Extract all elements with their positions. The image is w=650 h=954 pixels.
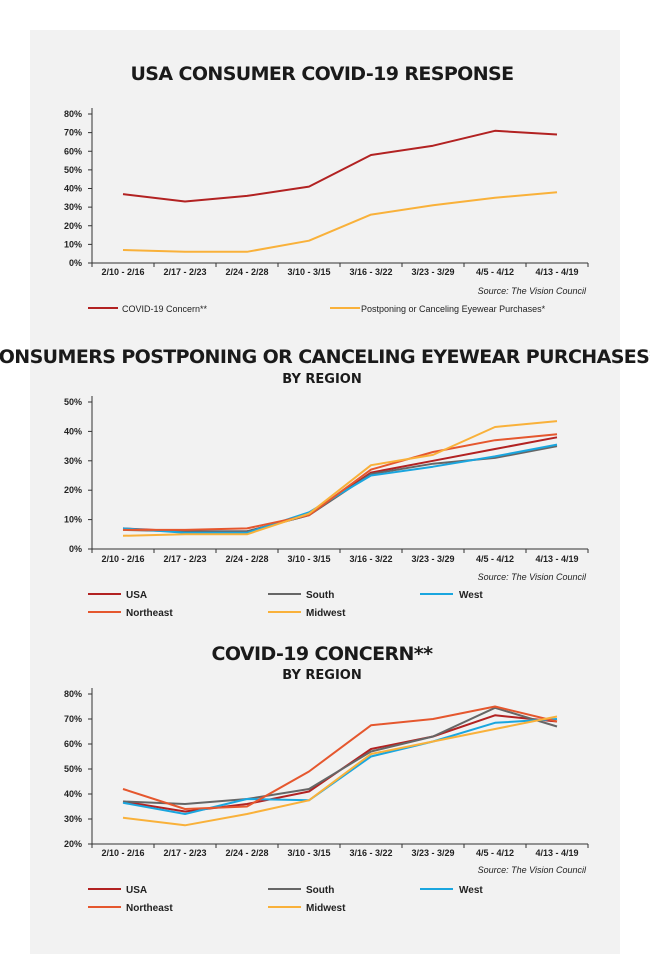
- x-tick-label: 2/24 - 2/28: [225, 267, 268, 277]
- chart-title: COVID-19 CONCERN**: [212, 643, 434, 665]
- series-line-midwest: [122, 420, 558, 537]
- legend-label: COVID-19 Concern**: [122, 304, 208, 314]
- x-tick-label: 2/17 - 2/23: [163, 267, 206, 277]
- y-tick-label: 40%: [64, 426, 82, 436]
- x-tick-label: 2/10 - 2/16: [101, 267, 144, 277]
- legend-label: Northeast: [126, 903, 173, 914]
- x-tick-label: 3/23 - 3/29: [411, 848, 454, 858]
- legend-label: South: [306, 590, 334, 601]
- chart-source: Source: The Vision Council: [478, 286, 587, 296]
- y-tick-label: 20%: [64, 221, 82, 231]
- y-tick-label: 40%: [64, 789, 82, 799]
- legend-label: Midwest: [306, 903, 346, 914]
- x-tick-label: 3/16 - 3/22: [349, 554, 392, 564]
- x-tick-label: 2/17 - 2/23: [163, 554, 206, 564]
- chart-subtitle: BY REGION: [282, 372, 361, 387]
- y-tick-label: 50%: [64, 165, 82, 175]
- y-tick-label: 30%: [64, 814, 82, 824]
- legend-label: USA: [126, 885, 147, 896]
- y-tick-label: 30%: [64, 456, 82, 466]
- y-tick-label: 80%: [64, 109, 82, 119]
- y-tick-label: 50%: [64, 397, 82, 407]
- series-line-usa: [122, 436, 558, 533]
- y-tick-label: 60%: [64, 146, 82, 156]
- x-tick-label: 2/10 - 2/16: [101, 848, 144, 858]
- series-line-midwest: [122, 715, 558, 827]
- y-tick-label: 10%: [64, 239, 82, 249]
- y-tick-label: 0%: [69, 544, 82, 554]
- y-tick-label: 30%: [64, 202, 82, 212]
- legend-label: South: [306, 885, 334, 896]
- series-line-south: [122, 706, 558, 805]
- x-tick-label: 3/16 - 3/22: [349, 848, 392, 858]
- y-tick-label: 40%: [64, 184, 82, 194]
- series-line-covid-19-concern: [122, 129, 558, 203]
- y-tick-label: 50%: [64, 764, 82, 774]
- y-tick-label: 70%: [64, 128, 82, 138]
- x-tick-label: 3/10 - 3/15: [287, 554, 330, 564]
- x-tick-label: 4/13 - 4/19: [535, 554, 578, 564]
- x-tick-label: 4/5 - 4/12: [476, 848, 514, 858]
- y-tick-label: 10%: [64, 515, 82, 525]
- chart-title: CONSUMERS POSTPONING OR CANCELING EYEWEA…: [0, 346, 650, 368]
- x-tick-label: 4/13 - 4/19: [535, 848, 578, 858]
- x-tick-label: 3/23 - 3/29: [411, 267, 454, 277]
- legend-label: Midwest: [306, 608, 346, 619]
- y-tick-label: 20%: [64, 485, 82, 495]
- x-tick-label: 3/16 - 3/22: [349, 267, 392, 277]
- legend-label: USA: [126, 590, 147, 601]
- series-line-west: [122, 443, 558, 534]
- y-tick-label: 20%: [64, 839, 82, 849]
- y-tick-label: 70%: [64, 714, 82, 724]
- legend-label: West: [459, 885, 483, 896]
- infographic-panel: [30, 30, 620, 954]
- x-tick-label: 4/13 - 4/19: [535, 267, 578, 277]
- series-line-west: [122, 718, 558, 815]
- y-tick-label: 80%: [64, 689, 82, 699]
- chart-source: Source: The Vision Council: [478, 572, 587, 582]
- legend-label: West: [459, 590, 483, 601]
- x-tick-label: 3/23 - 3/29: [411, 554, 454, 564]
- x-tick-label: 3/10 - 3/15: [287, 267, 330, 277]
- y-tick-label: 0%: [69, 258, 82, 268]
- y-tick-label: 60%: [64, 739, 82, 749]
- legend-label: Postponing or Canceling Eyewear Purchase…: [361, 304, 546, 314]
- series-line-northeast: [122, 705, 558, 810]
- x-tick-label: 4/5 - 4/12: [476, 554, 514, 564]
- legend-label: Northeast: [126, 608, 173, 619]
- series-line-postponing-or-canceling-eyewear-purchases: [122, 191, 558, 253]
- x-tick-label: 2/10 - 2/16: [101, 554, 144, 564]
- chart-title: USA CONSUMER COVID-19 RESPONSE: [130, 63, 513, 85]
- x-tick-label: 4/5 - 4/12: [476, 267, 514, 277]
- series-line-northeast: [123, 433, 558, 531]
- x-tick-label: 3/10 - 3/15: [287, 848, 330, 858]
- x-tick-label: 2/24 - 2/28: [225, 848, 268, 858]
- x-tick-label: 2/24 - 2/28: [225, 554, 268, 564]
- chart-source: Source: The Vision Council: [478, 865, 587, 875]
- x-tick-label: 2/17 - 2/23: [163, 848, 206, 858]
- chart-subtitle: BY REGION: [282, 668, 361, 683]
